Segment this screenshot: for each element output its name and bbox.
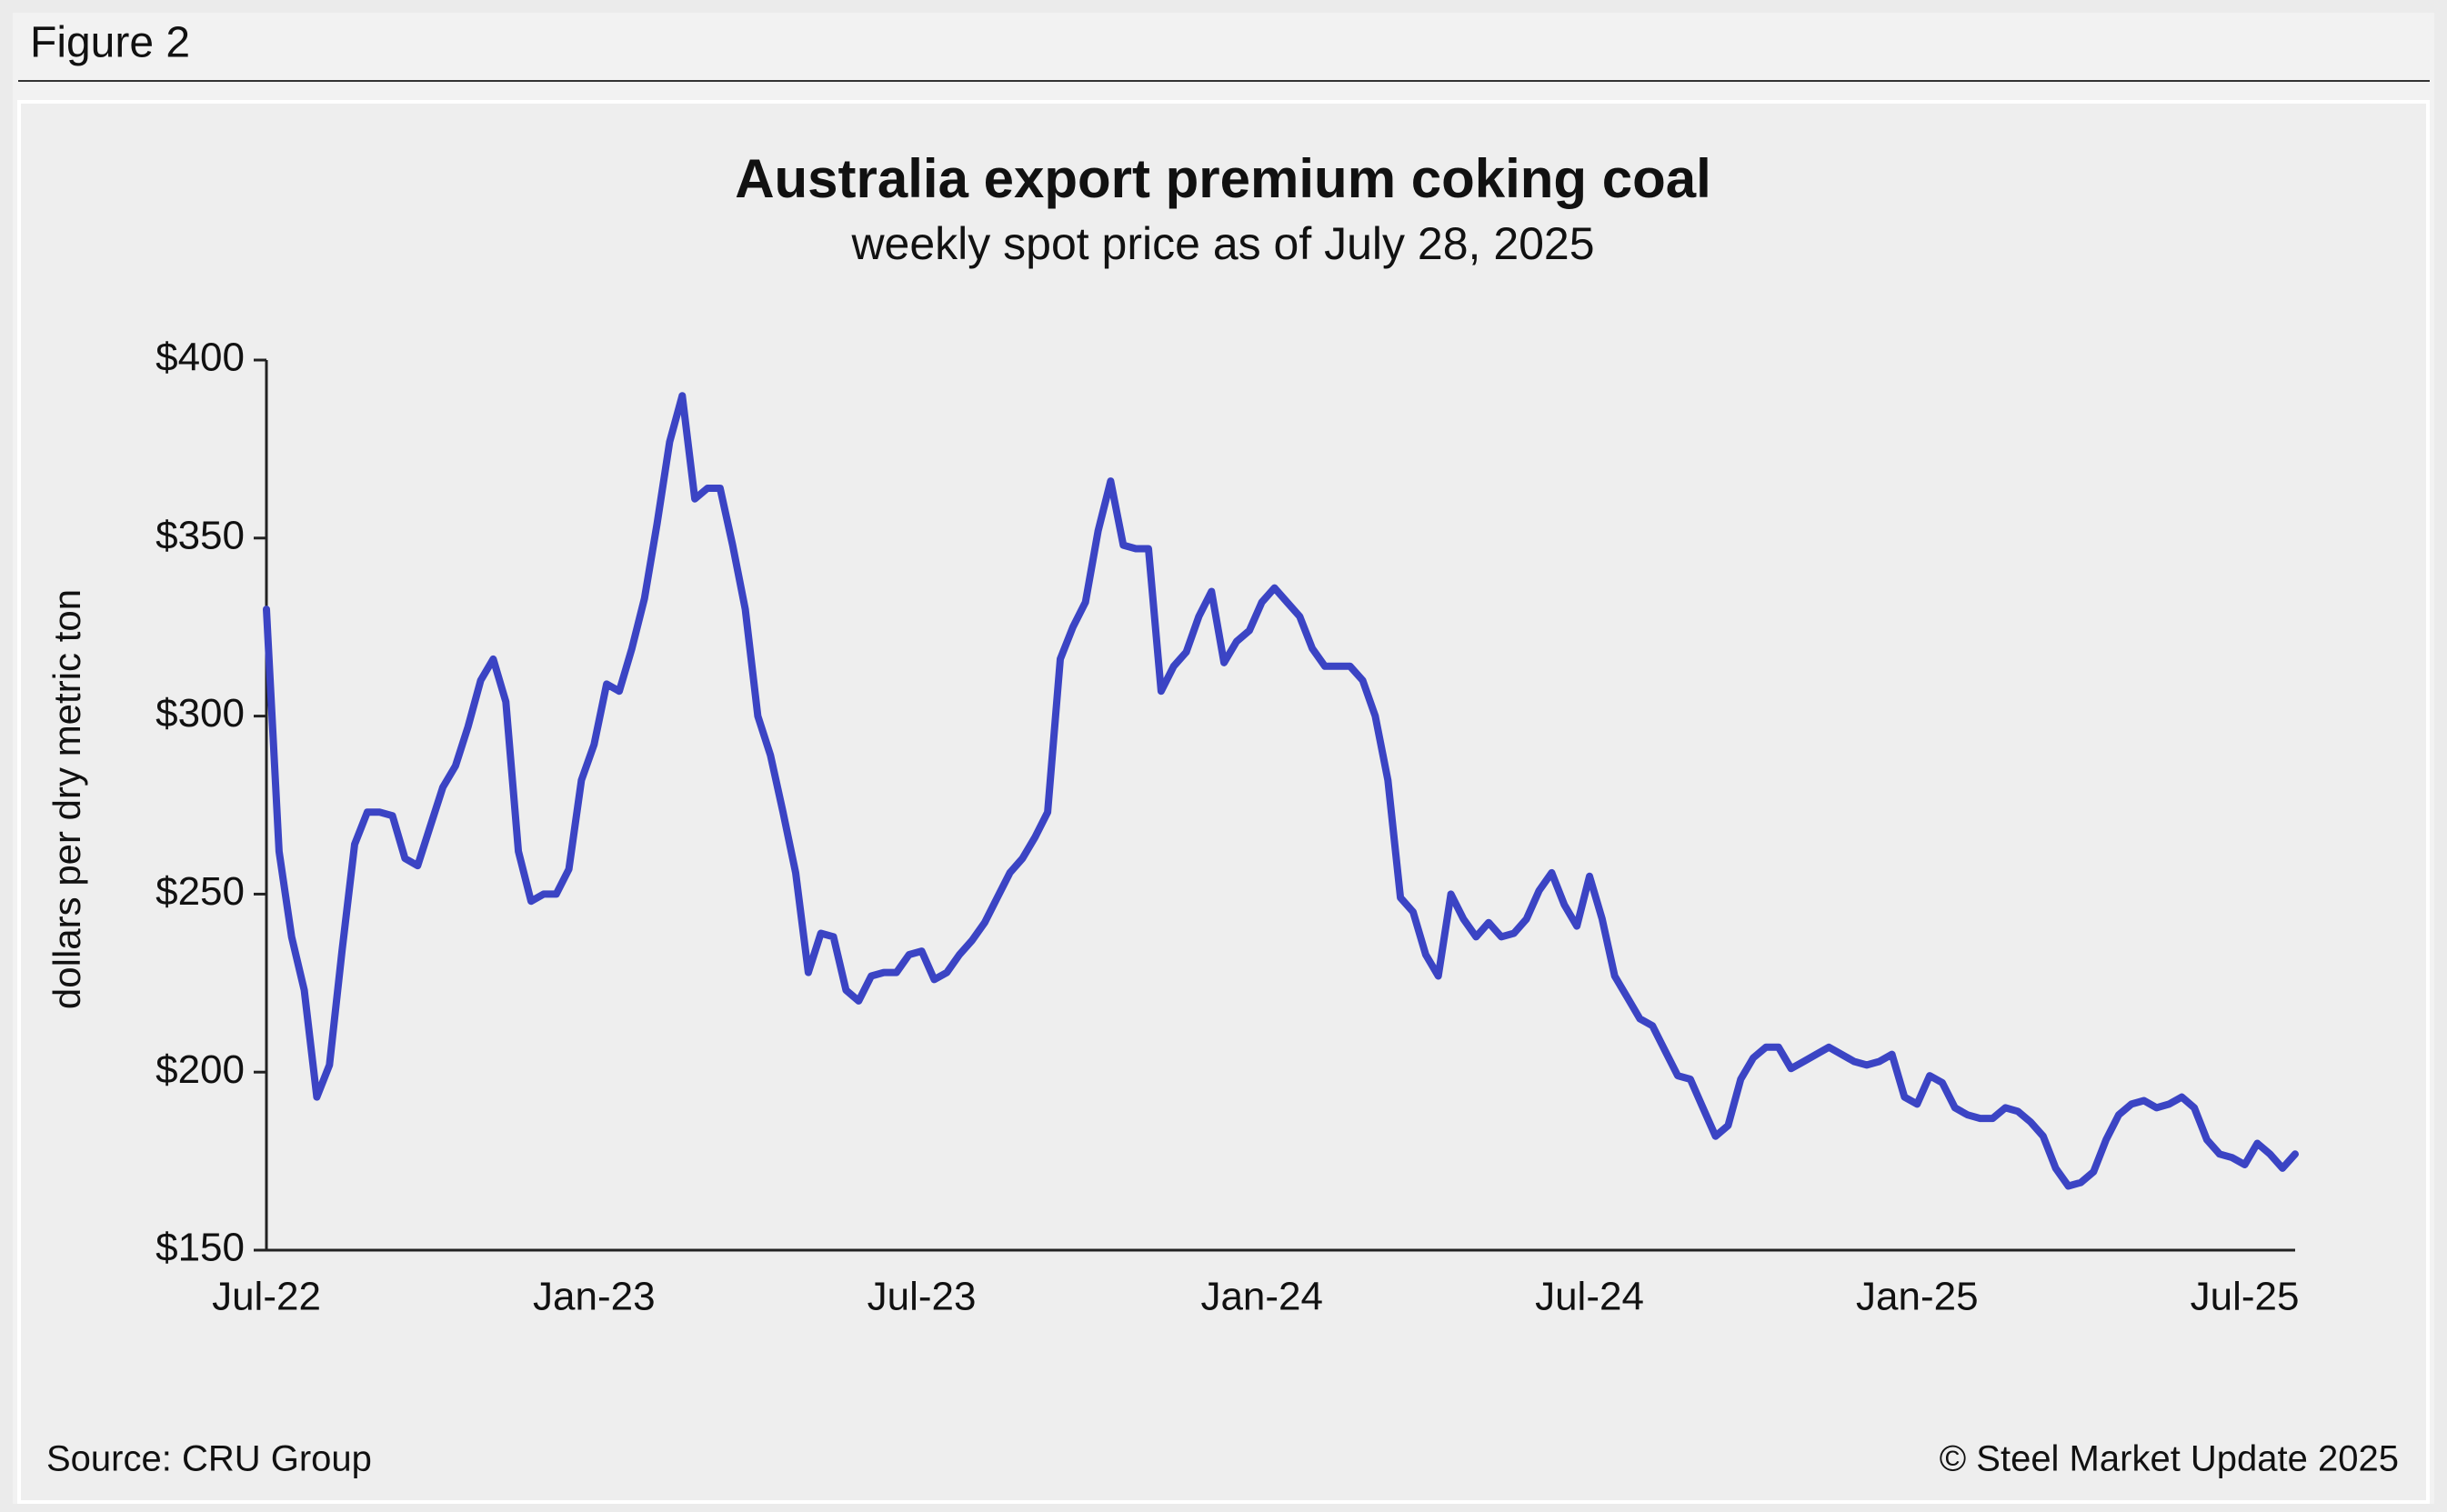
x-tick-label: Jul-24	[1535, 1275, 1644, 1319]
y-tick-label: $150	[155, 1226, 245, 1270]
x-tick-label: Jul-22	[212, 1275, 321, 1319]
source: Source: CRU Group	[46, 1439, 372, 1479]
chart-subtitle: weekly spot price as of July 28, 2025	[850, 218, 1594, 269]
x-tick-label: Jul-25	[2191, 1275, 2300, 1319]
y-tick-label: $250	[155, 869, 245, 914]
y-tick-label: $400	[155, 335, 245, 380]
x-tick-label: Jul-23	[867, 1275, 977, 1319]
panel	[17, 100, 2430, 1504]
y-tick-label: $350	[155, 513, 245, 557]
chart-title: Australia export premium coking coal	[735, 148, 1711, 209]
x-tick-label: Jan-23	[533, 1275, 656, 1319]
x-tick-label: Jan-24	[1200, 1275, 1323, 1319]
price-line	[263, 392, 2299, 1190]
copyright: © Steel Market Update 2025	[1940, 1439, 2399, 1479]
y-axis-label: dollars per dry metric ton	[45, 589, 88, 1009]
y-tick-label: $300	[155, 691, 245, 736]
figure-label: Figure 2	[30, 19, 190, 67]
y-tick-label: $200	[155, 1047, 245, 1092]
x-tick-label: Jan-25	[1856, 1275, 1979, 1319]
